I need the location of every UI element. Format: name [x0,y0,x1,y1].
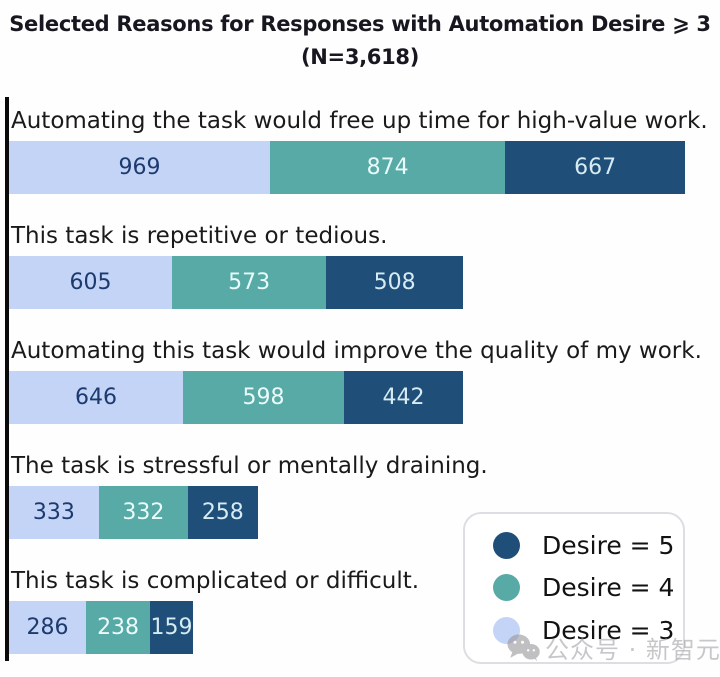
chart-title-line1: Selected Reasons for Responses with Auto… [9,12,711,36]
legend-label: Desire = 3 [542,616,675,646]
wechat-icon [506,633,540,662]
bar-segment: 646 [9,371,183,424]
bar-value-label: 508 [373,270,416,295]
bar-category-label: Automating this task would improve the q… [11,338,702,364]
chart-title: Selected Reasons for Responses with Auto… [0,8,720,73]
legend-label: Desire = 4 [542,573,675,603]
bar-value-label: 969 [118,155,161,180]
bar-group: This task is repetitive or tedious. 605 57… [9,212,715,327]
bar-segment: 442 [344,371,464,424]
bar-segment: 573 [171,256,327,309]
bar-value-label: 258 [201,500,244,525]
legend-row: Desire = 4 [493,573,683,602]
bar-value-label: 874 [366,155,409,180]
stacked-bar: 333 332 258 [9,486,715,539]
stacked-bar: 646 598 442 [9,371,715,424]
watermark-text: 公众号 · 新智元 [545,636,720,664]
bar-value-label: 598 [242,385,285,410]
chart-subtitle: (N=3,618) [300,44,420,69]
bar-group: This task is complicated or difficult. 28… [9,557,715,672]
bar-group: Automating the task would free up time f… [9,97,715,212]
bar-category-label: This task is complicated or difficult. [11,568,420,594]
legend: Desire = 5 Desire = 4 Desire = 3 [463,512,685,664]
bar-segment: 508 [326,256,464,309]
bar-value-label: 159 [150,615,193,640]
bar-groups: Automating the task would free up time f… [9,97,715,672]
bar-value-label: 333 [32,500,75,525]
bar-segment: 159 [150,601,193,654]
y-axis-line [5,97,9,661]
bar-segment: 667 [505,141,685,194]
bar-value-label: 667 [574,155,617,180]
bar-category-label: This task is repetitive or tedious. [11,223,388,249]
legend-swatch [493,531,520,559]
stacked-bar: 969 874 667 [9,141,715,194]
bar-category-label: The task is stressful or mentally draini… [11,453,488,479]
bar-segment: 258 [188,486,258,539]
bar-segment: 605 [9,256,172,309]
bar-value-label: 238 [97,615,140,640]
bar-category-label: Automating the task would free up time f… [11,108,708,134]
bar-segment: 598 [182,371,345,424]
bar-segment: 286 [9,601,87,654]
legend-label: Desire = 5 [542,530,675,560]
bar-value-label: 332 [122,500,165,525]
bar-value-label: 286 [26,615,69,640]
bar-group: Automating this task would improve the q… [9,327,715,442]
stacked-bar: 286 238 159 [9,601,715,654]
bar-segment: 874 [269,141,506,194]
bar-value-label: 646 [74,385,117,410]
bar-segment: 238 [86,601,151,654]
bar-group: The task is stressful or mentally draini… [9,442,715,557]
bar-value-label: 605 [69,270,112,295]
stacked-bar: 605 573 508 [9,256,715,309]
bar-value-label: 442 [382,385,425,410]
bar-segment: 969 [9,141,270,194]
bar-value-label: 573 [228,270,271,295]
legend-row: Desire = 5 [493,531,683,560]
watermark: 公众号 · 新智元 [506,630,720,665]
bar-segment: 333 [9,486,99,539]
legend-swatch [493,574,520,602]
bar-segment: 332 [98,486,189,539]
legend-row: Desire = 3 [493,616,683,645]
